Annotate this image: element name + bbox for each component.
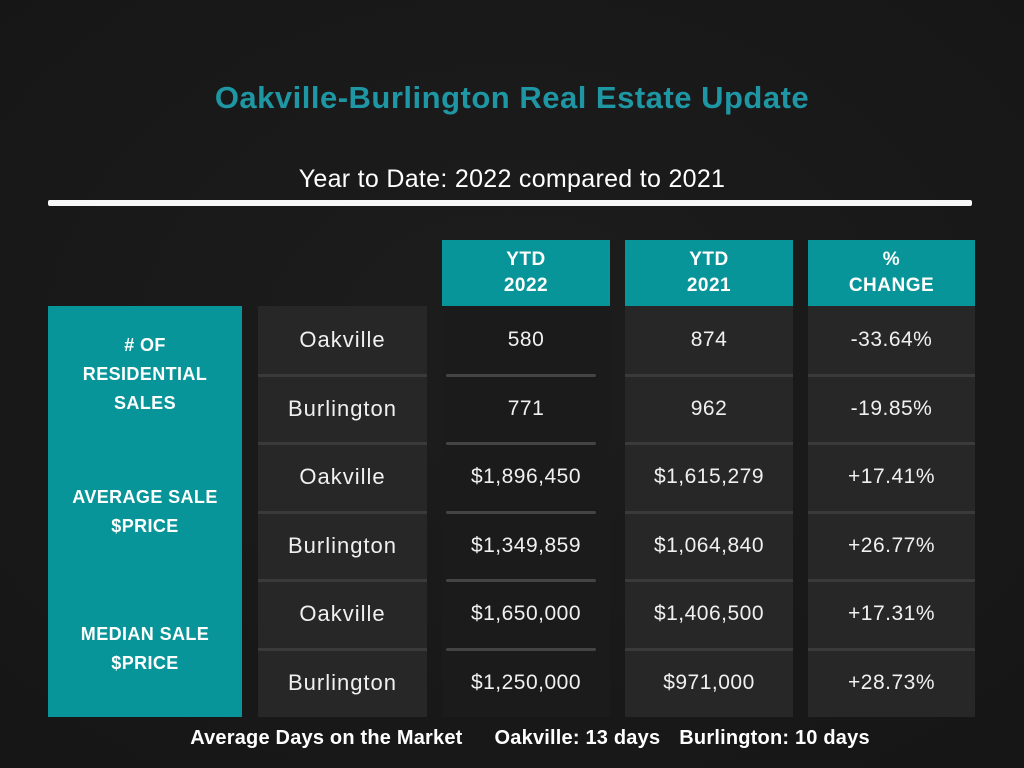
ytd-2022-cell: 771 — [442, 373, 610, 444]
footer-days-on-market-label: Average Days on the Market — [190, 727, 463, 749]
ytd-2021-cell: $1,615,279 — [625, 442, 793, 512]
ytd-2021-cell: $1,064,840 — [625, 510, 793, 581]
ytd-2021-cell: 874 — [690, 328, 728, 352]
row-group-label-residential-sales: # OF RESIDENTIAL SALES — [82, 335, 208, 413]
footer-burlington-days: Burlington: 10 days — [679, 727, 870, 749]
pct-change-cell: +17.31% — [808, 579, 975, 649]
column-pct-change: -33.64% -19.85% +17.41% +26.77% +17.31% … — [808, 306, 975, 717]
footer-stats: Average Days on the Market Oakville: 13 … — [18, 727, 1024, 750]
ytd-2021-cell: $1,406,500 — [625, 579, 793, 649]
page-title: Oakville-Burlington Real Estate Update — [214, 80, 810, 115]
city-cell: Burlington — [258, 373, 427, 444]
city-cell: Oakville — [299, 327, 386, 353]
city-cell: Burlington — [258, 510, 427, 581]
column-header-pct-change: % CHANGE — [808, 240, 975, 306]
column-city: Oakville Burlington Oakville Burlington … — [258, 306, 427, 717]
page-subtitle: Year to Date: 2022 compared to 2021 — [298, 165, 726, 193]
ytd-2021-cell: 962 — [625, 373, 793, 444]
footer-oakville-days: Oakville: 13 days — [494, 727, 661, 749]
divider-rule — [48, 200, 972, 206]
ytd-2022-cell: $1,349,859 — [442, 510, 610, 581]
ytd-2022-cell: $1,896,450 — [442, 442, 610, 512]
row-group-label-median-sale-price: MEDIAN SALE $PRICE — [80, 623, 210, 673]
row-group-panel: # OF RESIDENTIAL SALES AVERAGE SALE $PRI… — [48, 306, 242, 717]
pct-change-cell: +17.41% — [808, 442, 975, 512]
column-header-ytd-2022: YTD 2022 — [442, 240, 610, 306]
ytd-2022-cell: $1,650,000 — [442, 579, 610, 649]
column-ytd-2022: 580 771 $1,896,450 $1,349,859 $1,650,000… — [442, 306, 610, 717]
city-cell: Oakville — [258, 442, 427, 512]
pct-change-cell: +26.77% — [808, 510, 975, 581]
pct-change-cell: -19.85% — [808, 373, 975, 444]
city-cell: Burlington — [258, 647, 427, 718]
ytd-2022-cell: $1,250,000 — [442, 647, 610, 718]
city-cell: Oakville — [258, 579, 427, 649]
ytd-2021-cell: $971,000 — [625, 647, 793, 718]
row-group-label-average-sale-price: AVERAGE SALE $PRICE — [72, 486, 218, 536]
column-header-ytd-2021: YTD 2021 — [625, 240, 793, 306]
column-ytd-2021: 874 962 $1,615,279 $1,064,840 $1,406,500… — [625, 306, 793, 717]
ytd-2022-cell: 580 — [507, 328, 545, 352]
pct-change-cell: +28.73% — [808, 647, 975, 718]
pct-change-cell: -33.64% — [850, 328, 933, 352]
